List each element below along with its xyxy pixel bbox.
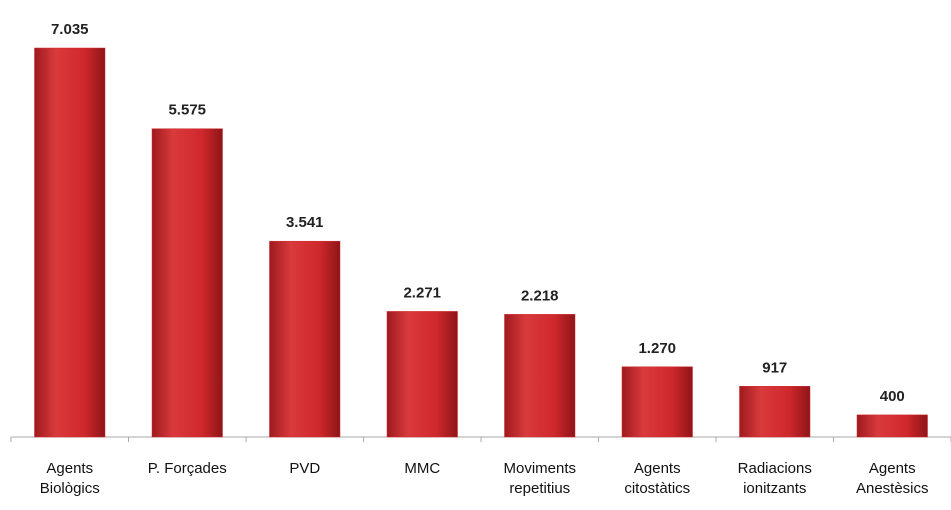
x-tick-label: Agents Biològics <box>39 460 100 497</box>
value-label: 3.541 <box>286 214 324 231</box>
x-tick-label: MMC <box>404 460 441 477</box>
value-label: 2.271 <box>403 284 441 301</box>
x-tick-label: P. Forçades <box>147 460 227 477</box>
bar <box>269 240 341 438</box>
x-tick-label: Moviments repetitius <box>503 460 577 497</box>
x-tick-label: PVD <box>289 460 321 477</box>
bar <box>621 366 693 438</box>
bar <box>386 311 458 438</box>
value-label: 400 <box>880 388 905 405</box>
x-tick-label: Agents citostàtics <box>624 460 691 497</box>
value-label: 917 <box>762 359 787 376</box>
bar <box>504 314 576 438</box>
value-label: 5.575 <box>168 102 206 119</box>
x-tick-label: Agents Anestèsics <box>855 460 929 497</box>
value-label: 1.270 <box>638 340 676 357</box>
value-label: 2.218 <box>521 287 559 304</box>
bar <box>34 47 106 438</box>
bar <box>856 414 928 438</box>
bar <box>739 386 811 438</box>
bar <box>151 128 223 438</box>
x-tick-label: Radiacions ionitzants <box>737 460 812 497</box>
value-label: 7.035 <box>51 21 89 38</box>
